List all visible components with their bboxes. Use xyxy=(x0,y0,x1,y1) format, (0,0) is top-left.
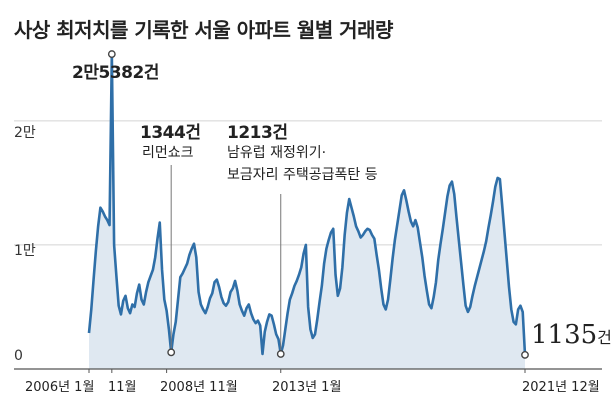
annotation-latest-value: 1135건 xyxy=(531,320,612,350)
x-tick-label-2008-11: 2008년 11월 xyxy=(160,380,238,395)
y-tick-label-20000: 2만 xyxy=(14,125,36,141)
x-tick-label-2006-11: 11월 xyxy=(108,380,137,395)
series-line xyxy=(87,52,527,356)
chart-title: 사상 최저치를 기록한 서울 아파트 월별 거래량 xyxy=(14,18,393,42)
annotation-marker-191 xyxy=(521,351,529,359)
y-tick-label-0: 0 xyxy=(14,348,23,364)
y-tick-label-10000: 1만 xyxy=(14,243,36,259)
x-tick-label-2013-01: 2013년 1월 xyxy=(272,380,342,395)
annotation-marker-84 xyxy=(276,350,285,358)
annotation-latest-number: 1135 xyxy=(531,320,598,350)
annotation-marker-36 xyxy=(167,348,176,357)
annotation-marker-10 xyxy=(107,50,116,58)
annotation-lehman-text: 리먼쇼크 xyxy=(142,145,194,161)
annotation-2013-text: 남유럽 재정위기· 보금자리 주택공급폭탄 등 xyxy=(227,145,378,183)
x-tick-label-2006-01: 2006년 1월 xyxy=(25,380,95,395)
annotation-latest-unit: 건 xyxy=(597,328,612,347)
annotation-lehman-value: 1344건 xyxy=(140,123,201,143)
series-area-fill xyxy=(89,54,525,369)
annotation-peak-value: 2만5382건 xyxy=(72,63,159,83)
x-tick-label-2021-12: 2021년 12월 xyxy=(522,380,600,395)
annotation-2013-value: 1213건 xyxy=(227,123,288,143)
